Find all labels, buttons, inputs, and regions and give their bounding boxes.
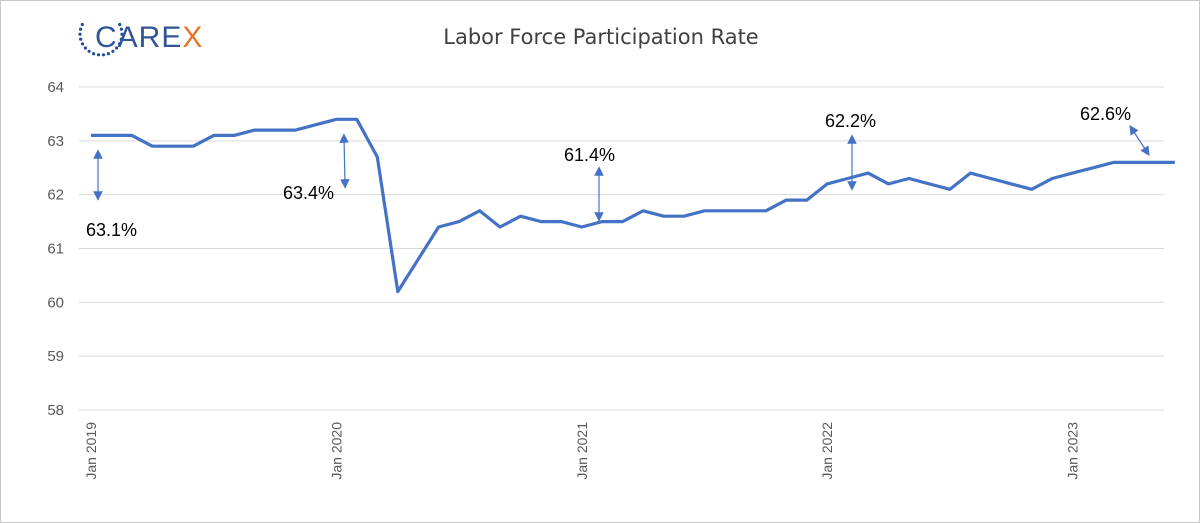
logo-dot <box>79 27 83 31</box>
gridlines <box>79 86 1164 411</box>
x-tick-label: Jan 2020 <box>328 422 344 480</box>
logo-dot <box>87 49 91 53</box>
x-axis-tick-labels: Jan 2019 Jan 2020 Jan 2021 Jan 2022 Jan 2023 <box>83 422 1081 480</box>
logo-dot <box>80 42 85 46</box>
logo-dot <box>117 42 122 46</box>
logo-dot <box>78 32 82 36</box>
annotation-label: 61.4% <box>564 145 615 165</box>
y-axis-tick-labels: 58 59 60 61 62 63 64 <box>47 79 64 419</box>
logo-dot <box>80 22 84 27</box>
logo-dot <box>118 22 122 27</box>
logo-dot <box>96 53 101 57</box>
series-line <box>91 117 1175 294</box>
annotation-label: 63.1% <box>86 220 137 240</box>
annotations: 63.1% 63.4% 61.4% 62.2% 62.6% <box>86 104 1150 240</box>
y-tick-label: 58 <box>47 402 64 419</box>
annotation-arrow <box>1129 124 1150 157</box>
logo-dots-icon <box>78 22 124 57</box>
logo-dot <box>83 46 87 50</box>
logo-dot <box>101 53 106 57</box>
annotation-label: 63.4% <box>283 183 334 203</box>
logo-dot <box>115 46 119 50</box>
logo-text: CAREX <box>95 21 203 54</box>
x-tick-label: Jan 2023 <box>1065 422 1081 480</box>
y-tick-label: 64 <box>47 79 64 96</box>
logo-dot <box>119 37 123 41</box>
series-layer <box>90 117 1175 294</box>
logo-dot <box>79 37 83 41</box>
y-tick-label: 62 <box>47 187 64 204</box>
y-tick-label: 59 <box>47 348 64 365</box>
y-tick-label: 61 <box>47 241 64 258</box>
logo-dot <box>119 27 123 31</box>
chart-title: Labor Force Participation Rate <box>443 25 758 49</box>
y-tick-label: 60 <box>47 294 64 311</box>
logo-dot <box>120 32 124 36</box>
annotation-label: 62.6% <box>1080 104 1131 124</box>
logo-text-accent: X <box>182 21 203 54</box>
logo-dot <box>111 49 115 53</box>
annotation-label: 62.2% <box>825 111 876 131</box>
annotation-arrow <box>339 133 350 189</box>
x-tick-label: Jan 2019 <box>83 422 99 480</box>
x-tick-label: Jan 2022 <box>819 422 835 480</box>
logo-dot <box>92 52 96 56</box>
x-tick-label: Jan 2021 <box>574 422 590 480</box>
y-tick-label: 63 <box>47 133 64 150</box>
logo-dot <box>106 52 110 56</box>
logo-text-prefix: CARE <box>95 21 182 54</box>
